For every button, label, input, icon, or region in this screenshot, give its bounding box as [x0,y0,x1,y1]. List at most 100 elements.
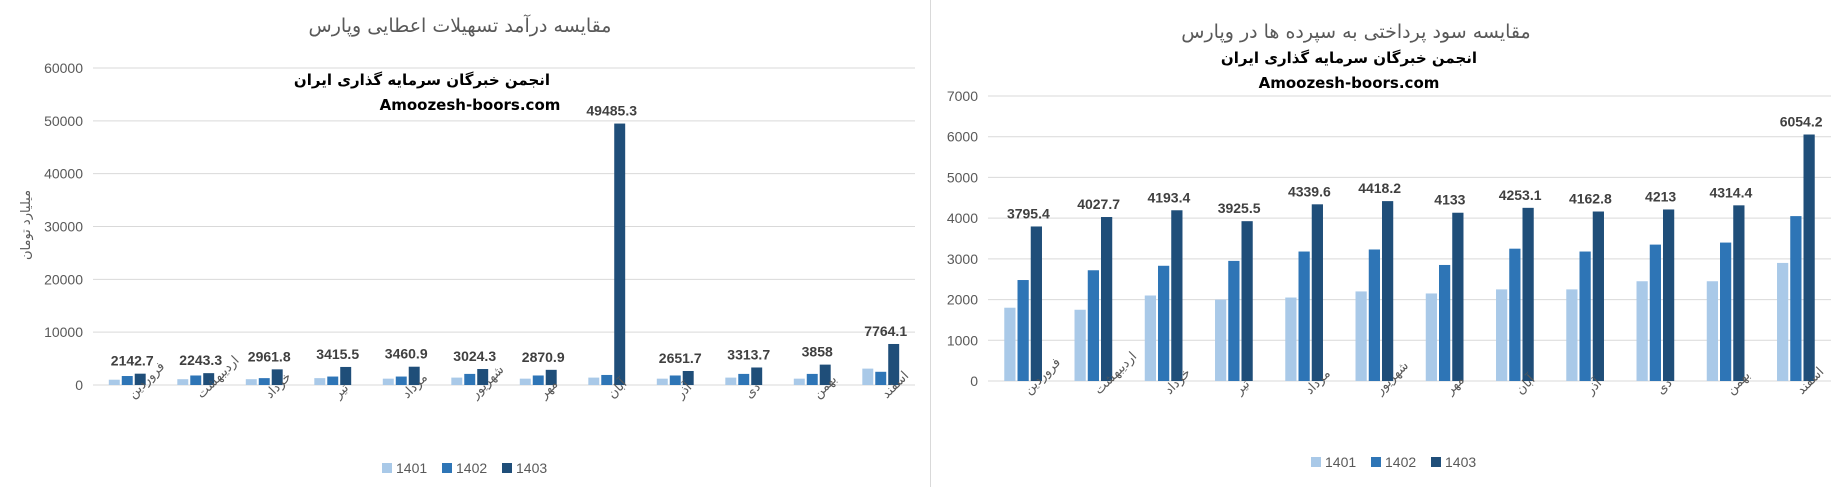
y-tick-label: 2000 [947,292,978,308]
bar-1401-10 [725,377,737,385]
y-tick-label: 20000 [44,271,83,287]
data-label: 4133 [1434,192,1465,208]
chart-title: مقایسه درآمد تسهیلات اعطایی وپارس [309,13,612,37]
bar-1401-12 [862,368,874,385]
data-label: 7764.1 [864,323,907,339]
bar-1401-5 [1285,297,1297,381]
y-tick-label: 5000 [947,169,978,185]
bar-1401-4 [314,378,326,385]
bar-1403-2 [203,373,215,385]
bar-1403-7 [545,369,557,385]
data-label: 3024.3 [453,348,496,364]
bar-1403-10 [751,367,763,385]
legend-label-1403: 1403 [516,460,547,476]
bar-1403-6 [1381,201,1394,381]
y-tick-label: 50000 [44,113,83,129]
bar-1402-7 [532,375,544,385]
bar-1401-7 [519,378,531,385]
chart-panel-deposit-interest: مقایسه سود پرداختی به سپرده ها در وپارس … [930,0,1842,487]
watermark-org: انجمن خبرگان سرمایه گذاری ایران [294,71,550,89]
y-tick-label: 60000 [44,60,83,76]
bar-1403-11 [819,364,831,385]
bar-1401-9 [1566,289,1578,381]
bar-1402-3 [1158,265,1170,381]
y-tick-label: 0 [970,373,978,389]
data-label: 3415.5 [316,346,359,362]
y-tick-label: 4000 [947,210,978,226]
data-label: 3795.4 [1007,205,1050,221]
bar-1401-6 [1355,291,1367,381]
bar-1401-3 [245,379,257,385]
bar-1401-11 [793,378,805,385]
y-tick-label: 7000 [947,88,978,104]
bar-1401-1 [1004,307,1016,381]
legend-swatch-1401 [1311,457,1321,467]
legend-swatch-1402 [442,463,452,473]
data-label: 3925.5 [1218,200,1261,216]
bar-1401-6 [451,377,463,385]
bar-1402-1 [1017,280,1029,381]
data-label: 4314.4 [1709,184,1752,200]
legend-swatch-1403 [502,463,512,473]
bar-1403-5 [1311,204,1323,381]
data-label: 4162.8 [1569,191,1612,207]
bar-1402-10 [1649,244,1661,381]
bar-1402-4 [327,376,339,385]
bar-1402-8 [601,374,613,385]
bar-1402-6 [464,373,476,385]
watermark-site: Amoozesh-boors.com [380,96,561,114]
data-label: 6054.2 [1780,114,1823,130]
bar-1402-2 [1087,270,1099,381]
bar-1403-12 [1803,134,1815,381]
data-label: 2142.7 [111,353,154,369]
chart-title: مقایسه سود پرداختی به سپرده ها در وپارس [1181,21,1530,43]
bar-1401-2 [177,379,189,385]
legend-label-1401: 1401 [1325,454,1356,470]
bar-1403-8 [1522,207,1534,381]
y-axis-label: میلیارد تومان [19,190,34,260]
chart-panel-loan-income: مقایسه درآمد تسهیلات اعطایی وپارس انجمن … [19,13,915,476]
bar-1402-6 [1368,249,1380,381]
watermark-site: Amoozesh-boors.com [1259,74,1440,92]
bar-1402-7 [1439,264,1451,381]
bar-1403-9 [1592,211,1604,381]
bar-1403-7 [1452,212,1464,381]
data-label: 4339.6 [1288,183,1331,199]
legend-swatch-1403 [1431,457,1441,467]
y-tick-label: 10000 [44,324,83,340]
legend-label-1401: 1401 [396,460,427,476]
bar-1402-2 [190,375,202,385]
y-tick-label: 6000 [947,129,978,145]
bar-1403-9 [682,370,694,385]
legend-swatch-1401 [382,463,392,473]
legend-label-1402: 1402 [456,460,487,476]
bar-1402-9 [1579,251,1591,381]
bar-1402-1 [121,376,133,385]
bar-1402-9 [669,375,681,385]
bar-1401-7 [1425,293,1438,381]
data-label: 4027.7 [1077,196,1120,212]
bar-1401-8 [588,377,600,385]
bar-1402-5 [395,376,407,385]
data-label: 3313.7 [727,346,770,362]
y-tick-label: 40000 [44,166,83,182]
bar-1401-1 [108,379,120,385]
data-label: 4193.4 [1147,189,1190,205]
bar-1403-3 [271,369,283,385]
bar-1401-4 [1215,299,1227,381]
bar-1402-5 [1298,251,1310,381]
y-tick-label: 0 [75,377,83,393]
data-label: 2870.9 [522,349,565,365]
bar-1403-8 [614,123,626,385]
legend-label-1402: 1402 [1385,454,1416,470]
bar-1403-4 [340,366,352,385]
bar-1402-10 [738,373,750,385]
bar-1402-12 [875,371,887,385]
bar-1403-11 [1733,205,1745,381]
y-tick-label: 1000 [947,332,978,348]
bar-1401-10 [1636,281,1648,381]
watermark-org: انجمن خبرگان سرمایه گذاری ایران [1221,49,1477,67]
bar-1403-6 [477,369,489,385]
bar-1401-11 [1706,281,1719,381]
